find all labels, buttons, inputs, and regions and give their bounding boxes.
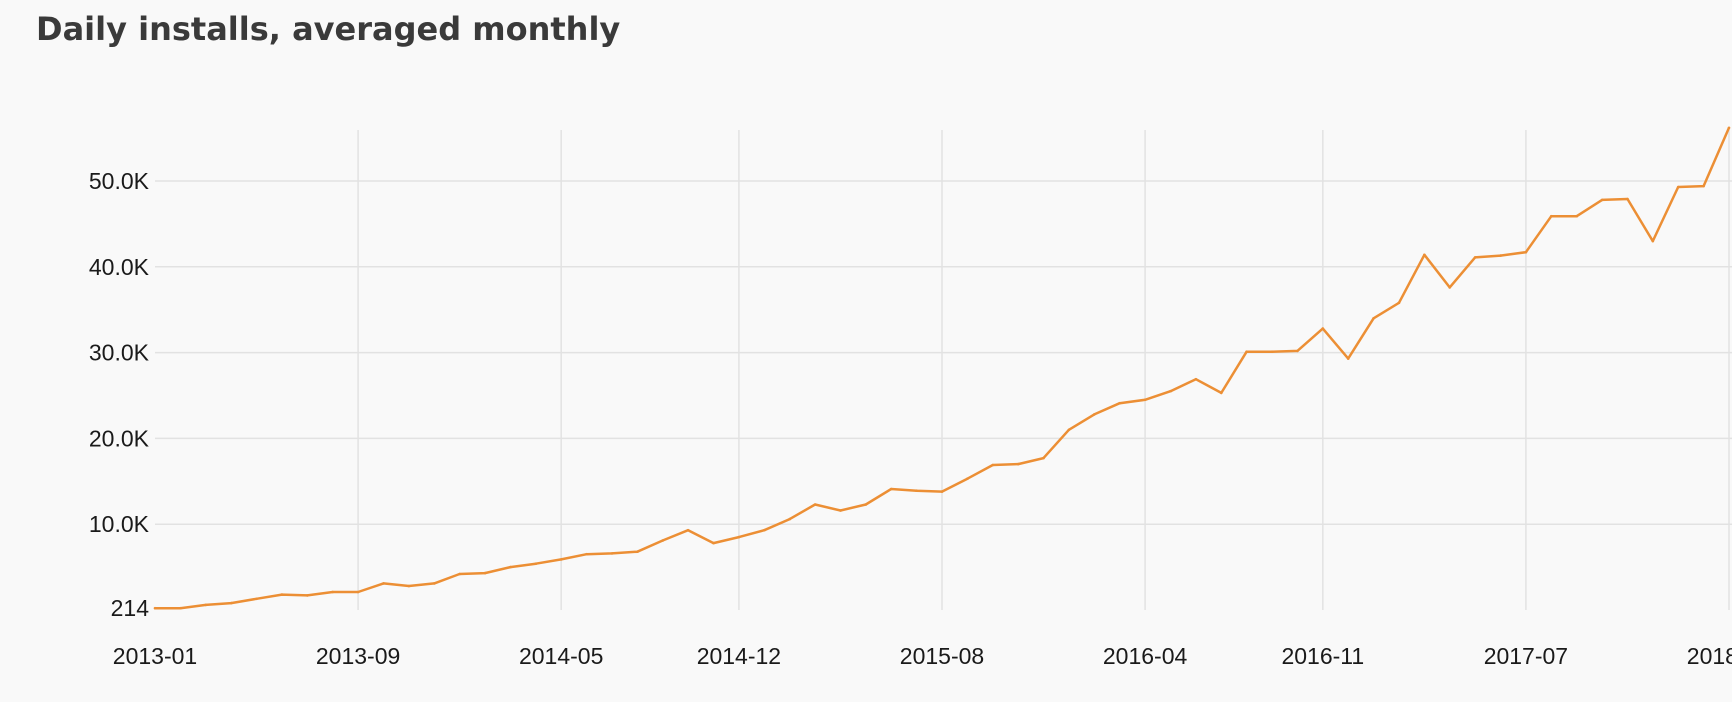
x-tick-label: 2013-01 [113, 643, 197, 669]
data-point [458, 572, 461, 576]
data-point [1118, 401, 1121, 405]
data-point [1016, 462, 1020, 466]
grid-layer [155, 130, 1732, 610]
data-point [407, 584, 411, 588]
data-point [1448, 286, 1451, 289]
data-point [636, 550, 639, 553]
data-point [1296, 349, 1299, 353]
y-tick-label: 214 [111, 595, 150, 621]
data-point [534, 562, 538, 565]
data-point [864, 503, 868, 506]
data-point [966, 477, 969, 481]
data-point [356, 590, 360, 594]
data-point [559, 558, 563, 561]
data-point [1423, 253, 1426, 257]
data-point [737, 535, 741, 539]
data-point [889, 487, 893, 491]
data-point [1575, 214, 1578, 218]
data-point [1473, 256, 1477, 259]
x-tick-label: 2014-05 [519, 643, 603, 669]
data-point [915, 489, 918, 493]
data-point [813, 503, 817, 506]
data-point [433, 582, 436, 585]
data-point [610, 552, 614, 555]
x-tick-label: 2018-03 [1687, 643, 1732, 669]
data-point [1524, 250, 1528, 254]
data-point [331, 590, 335, 594]
data-point [686, 528, 690, 532]
y-tick-label: 50.0K [89, 168, 150, 194]
data-point [661, 539, 664, 542]
data-point [255, 597, 258, 601]
data-point [1270, 350, 1274, 354]
data-point [1220, 391, 1223, 395]
data-point [509, 565, 512, 569]
x-tick-label: 2014-12 [697, 643, 781, 669]
data-point [1093, 413, 1096, 416]
data-point [1550, 214, 1553, 218]
chart-title: Daily installs, averaged monthly [36, 10, 621, 48]
data-point [763, 528, 766, 532]
data-point [1346, 357, 1350, 360]
data-point [1600, 198, 1604, 202]
data-point [1702, 184, 1705, 188]
data-point [1626, 197, 1629, 201]
data-point [179, 606, 182, 610]
data-point [1499, 254, 1502, 257]
data-point [153, 606, 157, 610]
x-tick-label: 2015-08 [900, 643, 984, 669]
data-point [991, 463, 995, 467]
y-tick-label: 20.0K [89, 425, 150, 451]
x-tick-label: 2013-09 [316, 643, 400, 669]
x-tick-label: 2017-07 [1484, 643, 1568, 669]
data-point [382, 582, 385, 585]
data-point [1676, 185, 1680, 189]
data-point [1397, 301, 1401, 305]
data-point [1372, 317, 1375, 320]
x-tick-label: 2016-11 [1281, 643, 1364, 669]
y-tick-label: 40.0K [89, 254, 150, 280]
data-point [306, 594, 309, 597]
data-point [1067, 428, 1071, 432]
data-point [229, 601, 233, 605]
data-point [1651, 239, 1655, 243]
data-point [712, 541, 715, 545]
data-point [1727, 126, 1731, 130]
axis-labels: 214 10.0K 20.0K 30.0K 40.0K 50.0K 2013-01 2013-… [89, 168, 1732, 669]
data-point [483, 571, 487, 575]
data-point [940, 490, 944, 493]
data-point [204, 603, 208, 607]
data-point [1169, 389, 1172, 393]
series-layer [153, 126, 1731, 610]
y-tick-label: 30.0K [89, 340, 150, 366]
data-point [1143, 398, 1147, 402]
x-tick-label: 2016-04 [1103, 643, 1188, 669]
data-point [585, 552, 588, 556]
data-point [788, 517, 791, 521]
data-point [1321, 327, 1325, 330]
data-point [280, 593, 284, 596]
y-tick-label: 10.0K [89, 511, 150, 537]
data-point [839, 509, 842, 512]
data-point [1194, 377, 1198, 381]
data-point [1042, 456, 1045, 460]
data-point [1245, 350, 1248, 354]
